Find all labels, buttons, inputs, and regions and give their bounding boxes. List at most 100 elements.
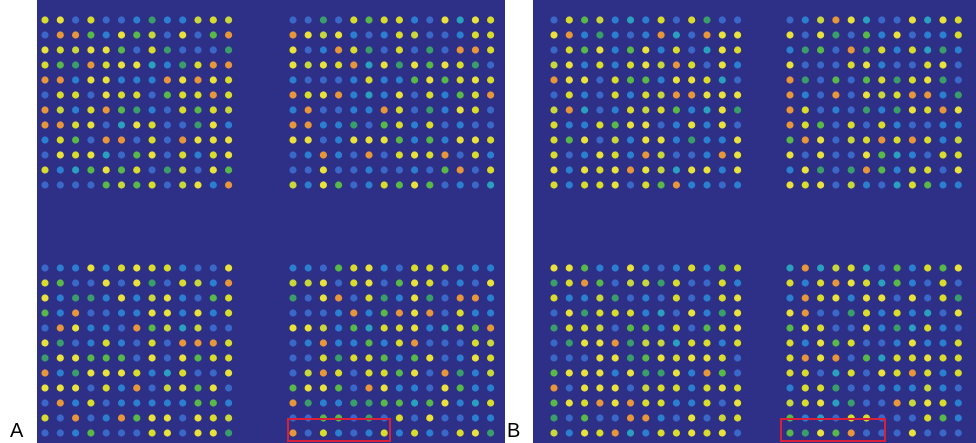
spot: [41, 384, 48, 391]
spot: [673, 264, 680, 271]
spot: [939, 136, 946, 143]
spot: [441, 354, 448, 361]
spot: [365, 429, 372, 436]
spot: [133, 369, 140, 376]
spot: [596, 324, 603, 331]
spot: [87, 181, 94, 188]
spot: [642, 339, 649, 346]
spot: [612, 294, 619, 301]
spot: [164, 294, 171, 301]
spot: [566, 324, 573, 331]
spot: [848, 384, 855, 391]
spot: [802, 354, 809, 361]
spot: [133, 354, 140, 361]
spot: [734, 294, 741, 301]
spot: [350, 294, 357, 301]
spot: [133, 181, 140, 188]
spot: [487, 136, 494, 143]
spot: [688, 151, 695, 158]
spot: [149, 61, 156, 68]
spot: [441, 294, 448, 301]
spot: [210, 106, 217, 113]
spot: [118, 309, 125, 316]
spot: [924, 31, 931, 38]
spot: [802, 31, 809, 38]
spot: [673, 136, 680, 143]
spot: [411, 181, 418, 188]
spot: [305, 166, 312, 173]
spot: [786, 31, 793, 38]
spot: [550, 354, 557, 361]
spot: [719, 151, 726, 158]
spot: [566, 429, 573, 436]
spot: [612, 16, 619, 23]
spot: [596, 264, 603, 271]
spot: [194, 121, 201, 128]
spot: [320, 16, 327, 23]
spot: [642, 384, 649, 391]
spot: [627, 414, 634, 421]
spot: [57, 429, 64, 436]
spot: [673, 399, 680, 406]
spot: [179, 279, 186, 286]
spot: [118, 429, 125, 436]
spot: [832, 354, 839, 361]
spot: [396, 414, 403, 421]
spot: [41, 31, 48, 38]
spot: [566, 384, 573, 391]
spot: [596, 429, 603, 436]
spot: [149, 354, 156, 361]
spot: [133, 414, 140, 421]
spot: [133, 384, 140, 391]
spot: [164, 384, 171, 391]
spot: [350, 121, 357, 128]
spot: [103, 121, 110, 128]
spot: [894, 384, 901, 391]
spot: [305, 294, 312, 301]
spot: [381, 76, 388, 83]
spot: [164, 61, 171, 68]
spot: [878, 46, 885, 53]
spot: [472, 324, 479, 331]
spot: [305, 369, 312, 376]
spot: [487, 61, 494, 68]
spot: [179, 399, 186, 406]
spot: [642, 414, 649, 421]
spot: [909, 399, 916, 406]
spot: [642, 429, 649, 436]
spot: [72, 279, 79, 286]
spot: [41, 309, 48, 316]
spot: [596, 46, 603, 53]
spot: [396, 339, 403, 346]
spot: [566, 399, 573, 406]
spot: [658, 309, 665, 316]
spot: [581, 399, 588, 406]
spot: [320, 309, 327, 316]
spot: [149, 294, 156, 301]
spot: [289, 324, 296, 331]
spot: [335, 339, 342, 346]
spot: [164, 46, 171, 53]
spot: [955, 264, 962, 271]
spot: [612, 61, 619, 68]
spot: [627, 121, 634, 128]
spot: [817, 309, 824, 316]
spot: [642, 181, 649, 188]
spot: [550, 166, 557, 173]
spot: [411, 31, 418, 38]
spot: [103, 61, 110, 68]
spot: [688, 324, 695, 331]
spot: [457, 91, 464, 98]
spot: [802, 136, 809, 143]
spot: [365, 399, 372, 406]
spot: [658, 136, 665, 143]
spot: [472, 414, 479, 421]
spot: [817, 166, 824, 173]
spot: [441, 76, 448, 83]
spot: [703, 384, 710, 391]
spot: [658, 106, 665, 113]
spot: [612, 181, 619, 188]
spot: [350, 106, 357, 113]
spot: [411, 369, 418, 376]
spot: [596, 399, 603, 406]
